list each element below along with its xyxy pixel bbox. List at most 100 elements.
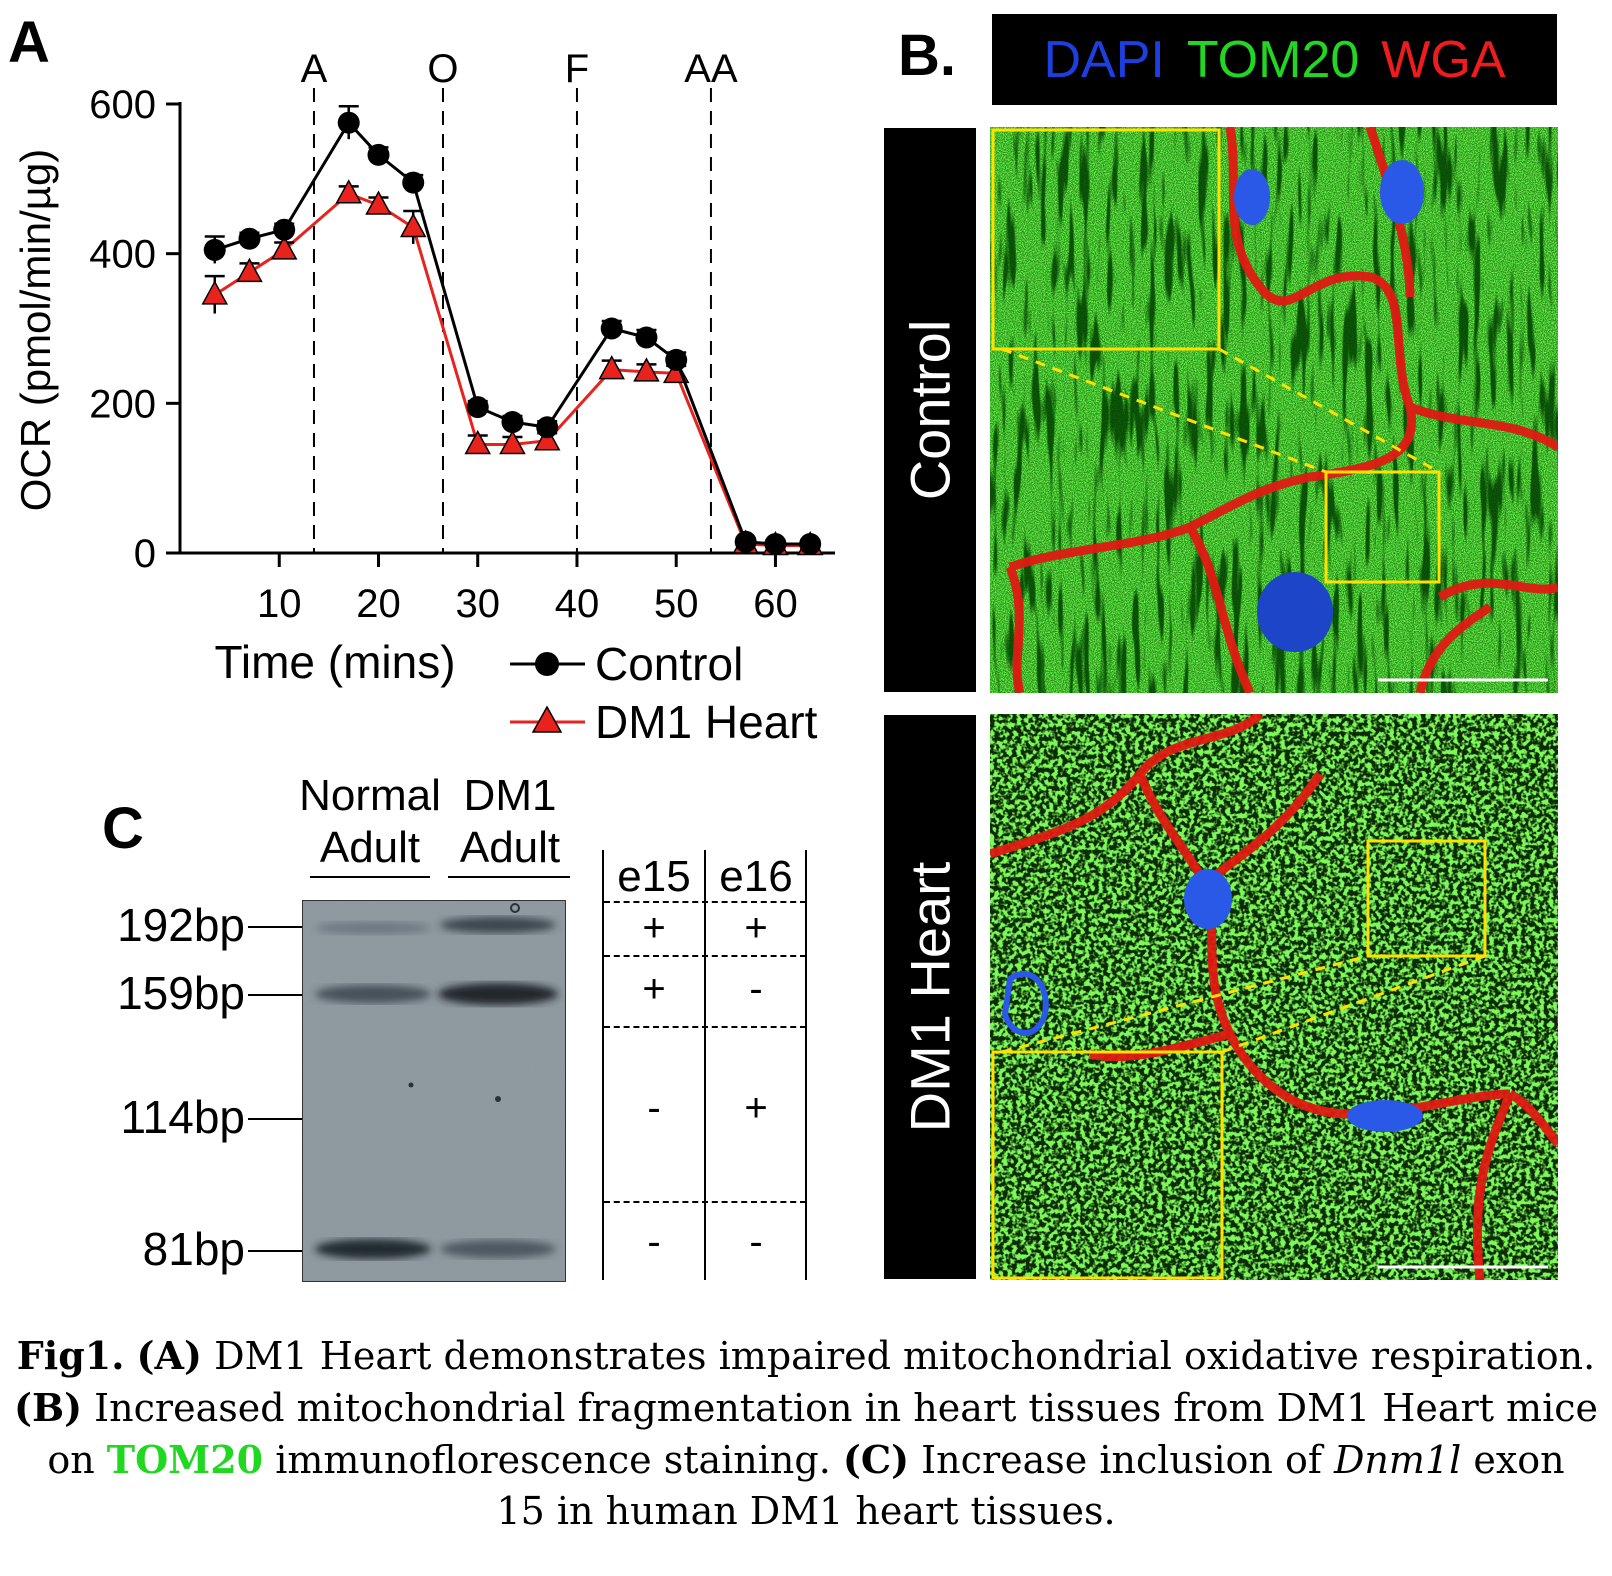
band-label-81: 81bp — [142, 1223, 245, 1275]
y-axis-label: OCR (pmol/min/µg) — [12, 149, 59, 512]
band-normal-159 — [315, 985, 431, 1003]
data-point — [598, 355, 625, 380]
lane-dm1-line1: DM1 — [463, 771, 557, 820]
data-point — [665, 348, 688, 371]
data-point — [536, 416, 559, 439]
legend-dm1-label: DM1 Heart — [595, 696, 818, 748]
injection-label: AA — [684, 47, 738, 91]
x-tick-label: 30 — [455, 582, 500, 626]
series-control — [203, 104, 822, 556]
data-point — [335, 179, 362, 204]
header-e16: e16 — [719, 852, 793, 901]
tick-192 — [248, 926, 302, 928]
data-point — [533, 426, 561, 451]
exon-table: e15 e16 + + + - - + - - — [600, 850, 810, 1280]
series-line — [213, 192, 811, 548]
row81-e15: - — [647, 1220, 661, 1264]
x-tick-label: 50 — [654, 582, 699, 626]
data-point — [635, 326, 658, 349]
band-normal-192 — [315, 922, 431, 934]
injection-label: F — [565, 47, 589, 91]
caption-line-1: Fig1. (A) DM1 Heart demonstrates impaire… — [16, 1333, 1596, 1378]
injection-markers: A O F AA — [301, 47, 738, 553]
x-tick-label: 10 — [257, 582, 302, 626]
legend-dm1-marker — [531, 705, 563, 733]
lane-underline-normal — [310, 876, 430, 878]
panel-b-letter: B. — [898, 23, 956, 88]
control-micrograph — [990, 127, 1558, 693]
row192-e16: + — [744, 906, 768, 950]
ocr-line-chart: A 0 200 400 600 10 20 30 40 50 60 A O F AA OCR (pmol… — [8, 10, 835, 748]
control-row-label: Control — [884, 128, 976, 692]
row114-e15: - — [647, 1086, 661, 1130]
row159-e15: + — [642, 967, 666, 1011]
data-point — [499, 429, 526, 455]
wga-label: WGA — [1381, 30, 1506, 89]
row114-e16: + — [744, 1086, 768, 1130]
caption-line-3: on TOM20 immunoflorescence staining. (C)… — [47, 1437, 1565, 1482]
x-tick-label: 40 — [555, 582, 600, 626]
gel-image — [302, 900, 566, 1282]
dm1-row-label: DM1 Heart — [884, 715, 976, 1279]
series-line — [214, 120, 811, 546]
data-point — [203, 238, 226, 261]
y-tick-label: 600 — [89, 83, 156, 127]
row159-e16: - — [749, 967, 763, 1011]
data-point — [399, 212, 427, 238]
data-point — [402, 171, 425, 194]
x-axis-label: Time (mins) — [214, 636, 455, 688]
data-point — [273, 218, 296, 241]
data-point — [238, 227, 261, 250]
header-e15: e15 — [617, 852, 691, 901]
data-point — [201, 280, 228, 305]
caption-line-4: 15 in human DM1 heart tissues. — [496, 1489, 1116, 1533]
y-tick-label: 400 — [89, 233, 156, 277]
lane-dm1-line2: Adult — [459, 823, 561, 872]
tick-81 — [248, 1250, 302, 1252]
chart-axes: 0 200 400 600 10 20 30 40 50 60 — [89, 83, 835, 626]
band-normal-81 — [315, 1239, 431, 1259]
data-point — [337, 111, 360, 134]
data-point — [633, 357, 660, 382]
y-tick-label: 200 — [89, 382, 156, 426]
caption-line-2: (B) Increased mitochondrial fragmentatio… — [14, 1385, 1598, 1430]
x-tick-label: 60 — [753, 582, 798, 626]
lane-normal-line2: Adult — [319, 823, 421, 872]
band-label-192: 192bp — [117, 899, 245, 951]
lane-header-normal: Normal Adult — [295, 770, 445, 874]
x-tick-label: 20 — [356, 582, 401, 626]
panel-a-letter: A — [8, 10, 50, 75]
legend-control-marker — [535, 652, 559, 676]
figure-caption: Fig1. (A) DM1 Heart demonstrates impaire… — [0, 1330, 1612, 1537]
data-point — [367, 143, 390, 166]
lane-underline-dm1 — [448, 876, 570, 878]
lane-normal-line1: Normal — [299, 771, 441, 820]
data-point — [764, 533, 787, 556]
row192-e15: + — [642, 906, 666, 950]
tom20-label: TOM20 — [1186, 30, 1360, 89]
injection-label: O — [427, 47, 458, 91]
dapi-label: DAPI — [1043, 30, 1165, 89]
data-point — [236, 257, 263, 283]
band-dm1-159 — [438, 983, 558, 1005]
y-tick-label: 0 — [134, 532, 156, 576]
data-point — [799, 533, 822, 556]
tick-114 — [248, 1118, 302, 1120]
data-point — [734, 530, 757, 553]
data-point — [466, 396, 489, 419]
dm1-micrograph — [990, 714, 1558, 1280]
data-point — [464, 429, 491, 455]
band-label-159: 159bp — [117, 967, 245, 1019]
band-dm1-192 — [440, 917, 556, 933]
data-point — [600, 317, 623, 340]
stain-legend-bar: DAPI TOM20 WGA — [992, 14, 1557, 105]
legend: Control DM1 Heart — [510, 638, 818, 748]
row81-e16: - — [749, 1220, 763, 1264]
lane-header-dm1: DM1 Adult — [440, 770, 580, 874]
panel-c-letter: C — [102, 796, 144, 861]
data-point — [365, 190, 392, 215]
tick-159 — [248, 994, 302, 996]
band-dm1-81 — [440, 1240, 556, 1258]
data-point — [501, 411, 524, 434]
injection-label: A — [301, 47, 328, 91]
